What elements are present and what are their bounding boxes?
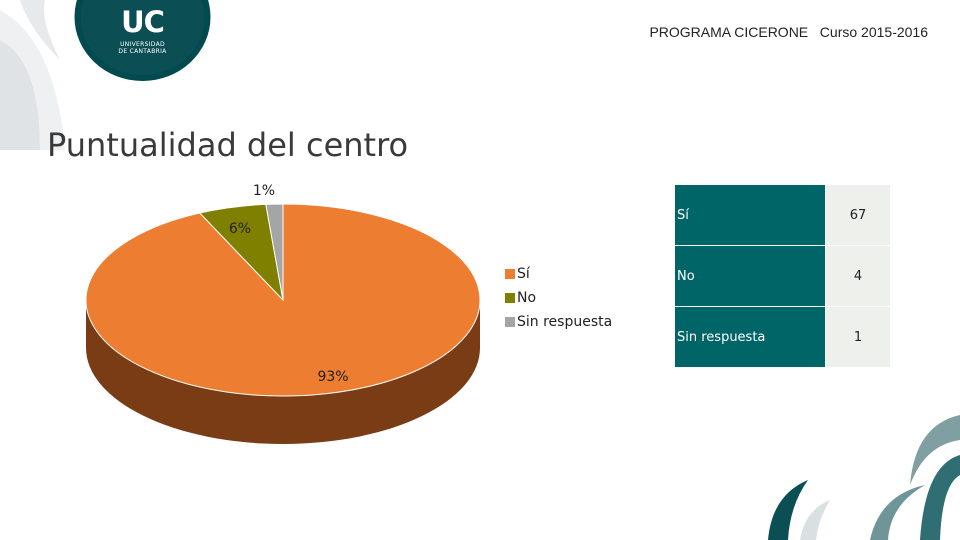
legend-label-sin-respuesta: Sin respuesta (517, 314, 613, 330)
legend-label-si: Sí (517, 266, 530, 282)
table-cell-value: 1 (825, 306, 891, 368)
data-label-si: 93% (317, 369, 348, 385)
table-row: No 4 (674, 245, 891, 307)
legend-label-no: No (517, 290, 537, 306)
pie-slice-sin-respuesta (265, 203, 284, 301)
program-header: PROGRAMA CICERONE Curso 2015-2016 (649, 24, 928, 40)
chart-legend: Sí No Sin respuesta (505, 262, 612, 334)
table-row: Sin respuesta 1 (674, 306, 891, 368)
decorative-arcs-right (768, 415, 960, 540)
pie-chart: 93% 6% 1% (85, 183, 481, 444)
logo-subtitle-line-1: UNIVERSIDAD (120, 41, 165, 48)
logo-badge-icon (74, 0, 211, 81)
data-label-sin-respuesta: 1% (253, 183, 275, 199)
pie-labels: 93% 6% 1% (229, 183, 349, 385)
logo-text: UC (121, 5, 165, 39)
legend-item-si: Sí (505, 262, 612, 286)
table-cell-label: Sin respuesta (674, 306, 826, 368)
legend-item-sin-respuesta: Sin respuesta (505, 310, 612, 334)
pie-tops (85, 203, 481, 397)
data-label-no: 6% (229, 221, 251, 237)
table-cell-label: Sí (674, 184, 826, 246)
pie-sides (86, 300, 480, 444)
page-title: Puntualidad del centro (47, 126, 409, 165)
legend-swatch-sin-respuesta (505, 317, 515, 327)
legend-swatch-si (505, 269, 515, 279)
table-cell-label: No (674, 245, 826, 307)
legend-swatch-no (505, 293, 515, 303)
table-cell-value: 4 (825, 245, 891, 307)
decorative-arcs-left (0, 0, 65, 150)
table-cell-value: 67 (825, 184, 891, 246)
university-logo: UC UNIVERSIDAD DE CANTABRIA (74, 0, 211, 82)
legend-item-no: No (505, 286, 612, 310)
results-table: Sí 67 No 4 Sin respuesta 1 (674, 184, 891, 368)
table-row: Sí 67 (674, 184, 891, 246)
pie-slice-si-side (86, 300, 480, 444)
logo-subtitle-line-2: DE CANTABRIA (118, 48, 167, 55)
logo-subtitle: UNIVERSIDAD DE CANTABRIA (74, 41, 211, 55)
